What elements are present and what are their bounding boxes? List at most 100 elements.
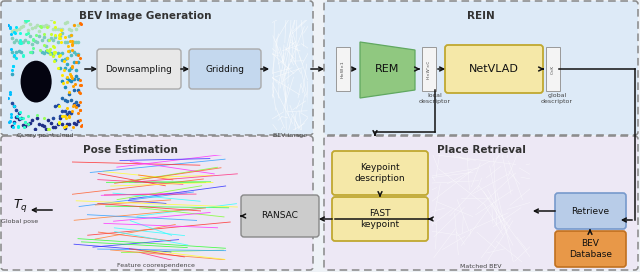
Point xyxy=(45,47,55,51)
Point xyxy=(71,74,81,79)
Text: RANSAC: RANSAC xyxy=(262,212,298,221)
Point xyxy=(55,115,65,120)
Text: BEV image: BEV image xyxy=(273,133,307,138)
Point xyxy=(44,24,54,28)
Point xyxy=(32,23,42,27)
Point xyxy=(48,116,58,120)
Point xyxy=(41,43,51,48)
Point xyxy=(75,56,85,61)
Point xyxy=(6,123,17,128)
Point xyxy=(16,116,26,120)
Point xyxy=(66,73,76,78)
Point xyxy=(61,40,72,44)
Point xyxy=(45,121,56,125)
Point xyxy=(64,27,74,31)
Point xyxy=(68,60,79,64)
Point xyxy=(36,23,47,28)
Point xyxy=(64,68,74,73)
Point xyxy=(61,123,71,128)
Point xyxy=(39,43,49,47)
Point xyxy=(64,49,74,53)
Point xyxy=(54,120,64,125)
Point xyxy=(62,75,72,79)
Point xyxy=(6,29,17,33)
Point xyxy=(18,39,28,44)
Point xyxy=(15,41,25,45)
Point xyxy=(50,50,60,54)
Point xyxy=(41,49,51,53)
Point xyxy=(60,66,70,71)
Point xyxy=(15,116,26,121)
Point xyxy=(67,104,77,108)
Point xyxy=(3,96,13,101)
Point xyxy=(36,50,47,55)
Point xyxy=(67,66,77,70)
Text: REM: REM xyxy=(375,64,399,74)
FancyBboxPatch shape xyxy=(97,49,181,89)
Point xyxy=(5,25,15,29)
Point xyxy=(13,124,23,129)
Point xyxy=(9,54,19,58)
Point xyxy=(8,64,18,68)
Point xyxy=(76,123,86,128)
Point xyxy=(48,38,58,42)
Point xyxy=(34,28,44,33)
Point xyxy=(45,51,56,55)
Point xyxy=(49,45,59,50)
Point xyxy=(15,109,26,114)
Point xyxy=(6,47,16,51)
Point xyxy=(71,52,81,57)
Point xyxy=(54,36,65,40)
FancyBboxPatch shape xyxy=(422,47,436,91)
Point xyxy=(6,115,16,119)
Point xyxy=(76,83,86,87)
Point xyxy=(16,25,26,29)
Text: global
descriptor: global descriptor xyxy=(541,93,573,104)
Point xyxy=(13,111,24,115)
Text: NetVLAD: NetVLAD xyxy=(469,64,519,74)
Text: Query point cloud: Query point cloud xyxy=(17,133,73,138)
Point xyxy=(67,39,77,43)
Point xyxy=(62,55,72,60)
Text: $T_q$: $T_q$ xyxy=(13,196,28,214)
Point xyxy=(29,126,40,131)
Point xyxy=(9,28,19,32)
Point xyxy=(57,31,67,35)
Point xyxy=(52,122,63,126)
Point xyxy=(45,17,56,21)
Point xyxy=(61,112,72,116)
FancyBboxPatch shape xyxy=(555,193,626,229)
Point xyxy=(73,88,83,92)
Point xyxy=(44,38,54,42)
Point xyxy=(52,51,63,55)
Point xyxy=(50,58,60,62)
Point xyxy=(55,34,65,38)
Point xyxy=(35,24,45,28)
Point xyxy=(64,91,74,96)
Point xyxy=(77,122,87,127)
Point xyxy=(45,52,55,56)
Point xyxy=(9,29,19,34)
Point xyxy=(6,112,16,116)
Point xyxy=(50,26,60,31)
Point xyxy=(60,35,70,39)
Point xyxy=(28,37,38,41)
Point xyxy=(67,108,77,113)
Point xyxy=(49,58,60,63)
Point xyxy=(32,116,42,120)
Point xyxy=(11,28,21,32)
Point xyxy=(71,68,81,72)
Point xyxy=(64,78,74,82)
Point xyxy=(71,27,81,31)
Point xyxy=(17,41,27,45)
Point xyxy=(74,107,84,112)
Point xyxy=(50,104,60,108)
Point xyxy=(41,23,51,27)
Point xyxy=(6,35,17,40)
Point xyxy=(44,118,54,123)
Point xyxy=(68,88,79,92)
Point xyxy=(73,23,83,27)
Point xyxy=(25,21,35,26)
Point xyxy=(67,79,77,83)
Point xyxy=(20,120,30,124)
